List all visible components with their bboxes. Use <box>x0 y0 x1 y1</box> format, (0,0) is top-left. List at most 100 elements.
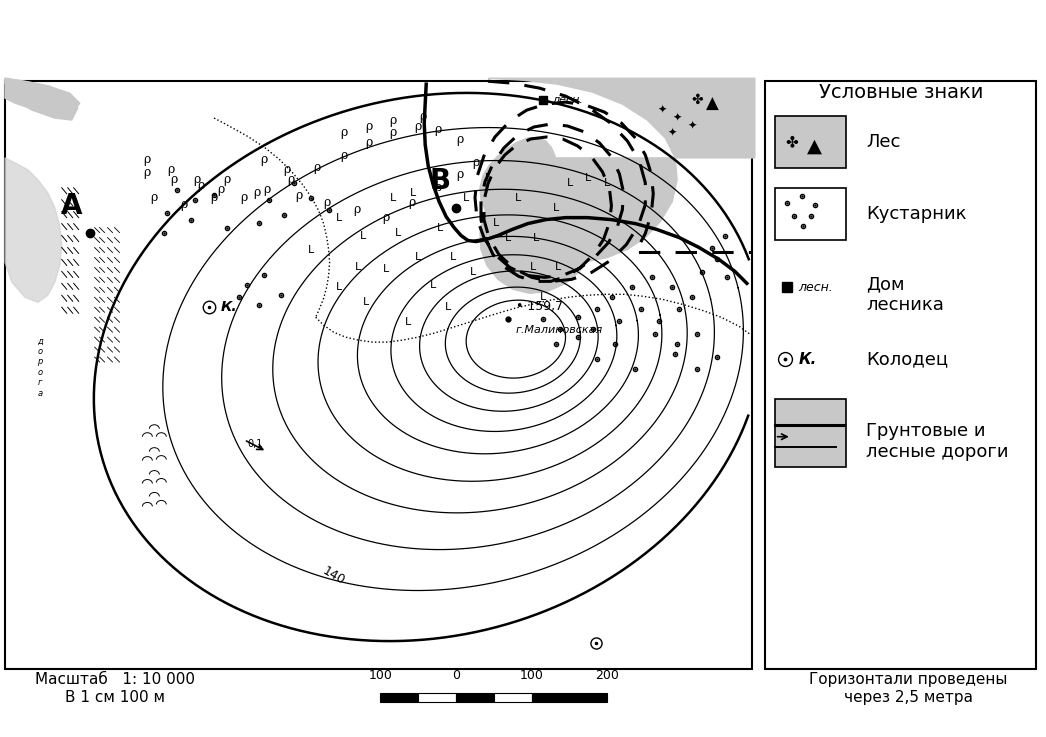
Text: L: L <box>356 262 362 273</box>
Text: Условные знаки: Условные знаки <box>819 83 983 102</box>
Text: L: L <box>336 213 342 223</box>
Polygon shape <box>5 158 62 302</box>
Text: ρ: ρ <box>390 113 397 127</box>
Text: 0: 0 <box>452 668 460 682</box>
Text: L: L <box>505 233 511 242</box>
Text: лесн.: лесн. <box>551 95 583 105</box>
Text: ρ: ρ <box>143 153 151 167</box>
Text: ρ: ρ <box>456 168 463 181</box>
Text: L: L <box>515 192 521 203</box>
Text: L: L <box>390 192 396 203</box>
Text: ρ: ρ <box>260 153 268 167</box>
Text: ρ: ρ <box>340 127 347 139</box>
Text: L: L <box>430 280 436 290</box>
Text: L: L <box>540 293 546 302</box>
Text: L: L <box>395 228 402 237</box>
Text: ρ: ρ <box>409 196 416 209</box>
Text: В: В <box>430 167 451 195</box>
Bar <box>418 693 456 702</box>
Text: ρ: ρ <box>323 196 331 209</box>
Text: ✦: ✦ <box>658 105 667 115</box>
Bar <box>775 116 846 168</box>
Text: ρ: ρ <box>365 119 372 133</box>
Text: К.: К. <box>221 300 237 314</box>
Text: Грунтовые и
лесные дороги: Грунтовые и лесные дороги <box>866 422 1009 461</box>
Text: • 159,7: • 159,7 <box>516 300 563 313</box>
Text: К.: К. <box>799 352 817 366</box>
Text: ρ: ρ <box>456 133 463 147</box>
Text: ▲: ▲ <box>706 95 719 113</box>
Text: д
о
р
о
г
а: д о р о г а <box>37 337 43 397</box>
Text: ρ: ρ <box>143 167 151 179</box>
Text: ρ: ρ <box>365 136 372 150</box>
Text: L: L <box>361 231 366 240</box>
Text: 100: 100 <box>368 668 392 682</box>
Bar <box>531 693 608 702</box>
Text: L: L <box>554 262 561 273</box>
Text: 200: 200 <box>595 668 619 682</box>
Text: ρ: ρ <box>283 164 291 176</box>
Text: ρ: ρ <box>264 184 271 196</box>
Text: Кустарник: Кустарник <box>866 205 967 223</box>
Text: Колодец: Колодец <box>866 350 949 368</box>
Text: г.Малиновская: г.Малиновская <box>516 325 604 335</box>
Text: ρ: ρ <box>353 203 360 216</box>
Text: ρ: ρ <box>181 198 188 212</box>
Text: L: L <box>415 253 422 262</box>
Text: ρ: ρ <box>419 110 427 122</box>
Text: ▲: ▲ <box>808 136 822 156</box>
Polygon shape <box>5 78 77 120</box>
Text: ρ: ρ <box>313 161 320 175</box>
Text: 100: 100 <box>520 668 544 682</box>
Text: ρ: ρ <box>340 150 347 162</box>
Text: L: L <box>450 253 456 262</box>
Text: ρ: ρ <box>434 124 441 136</box>
Polygon shape <box>5 78 79 113</box>
Text: ρ: ρ <box>390 127 397 139</box>
Text: L: L <box>445 302 451 312</box>
Text: ρ: ρ <box>210 191 218 204</box>
Text: ρ: ρ <box>198 179 205 192</box>
Text: Дом
лесника: Дом лесника <box>866 275 945 314</box>
Text: L: L <box>493 217 499 228</box>
Text: 0,1: 0,1 <box>247 439 263 449</box>
Text: ρ: ρ <box>241 191 248 204</box>
Text: ✤: ✤ <box>691 93 703 107</box>
Bar <box>494 693 531 702</box>
Text: L: L <box>336 282 342 293</box>
Text: ρ: ρ <box>414 119 422 133</box>
Text: L: L <box>383 265 389 274</box>
Text: L: L <box>308 245 314 256</box>
Text: L: L <box>532 233 539 242</box>
Text: L: L <box>567 178 573 188</box>
Text: ρ: ρ <box>383 211 390 224</box>
Polygon shape <box>480 176 593 293</box>
Text: А: А <box>61 192 83 220</box>
Text: ρ: ρ <box>287 173 295 186</box>
Text: лесн.: лесн. <box>799 281 834 294</box>
Text: L: L <box>470 268 476 277</box>
Text: ✦: ✦ <box>687 121 697 131</box>
Text: Горизонтали проведены
через 2,5 метра: Горизонтали проведены через 2,5 метра <box>809 672 1007 705</box>
Text: Масштаб   1: 10 000
В 1 см 100 м: Масштаб 1: 10 000 В 1 см 100 м <box>35 672 195 705</box>
Bar <box>5 81 752 668</box>
Polygon shape <box>480 78 755 262</box>
Text: ρ: ρ <box>170 173 178 186</box>
Text: ρ: ρ <box>224 173 231 186</box>
Text: L: L <box>437 223 444 233</box>
Text: ρ: ρ <box>253 186 260 199</box>
Bar <box>765 81 1036 668</box>
Text: L: L <box>405 317 411 327</box>
Text: Лес: Лес <box>866 133 901 151</box>
Text: ρ: ρ <box>194 173 201 186</box>
Bar <box>381 693 418 702</box>
Text: ρ: ρ <box>167 164 175 176</box>
Bar <box>775 188 846 240</box>
Text: L: L <box>585 172 591 183</box>
Bar <box>775 399 846 467</box>
Text: L: L <box>485 172 491 183</box>
Text: ✦: ✦ <box>667 128 677 138</box>
Text: ρ: ρ <box>218 184 225 196</box>
Text: ρ: ρ <box>295 189 302 202</box>
Text: ρ: ρ <box>473 156 480 170</box>
